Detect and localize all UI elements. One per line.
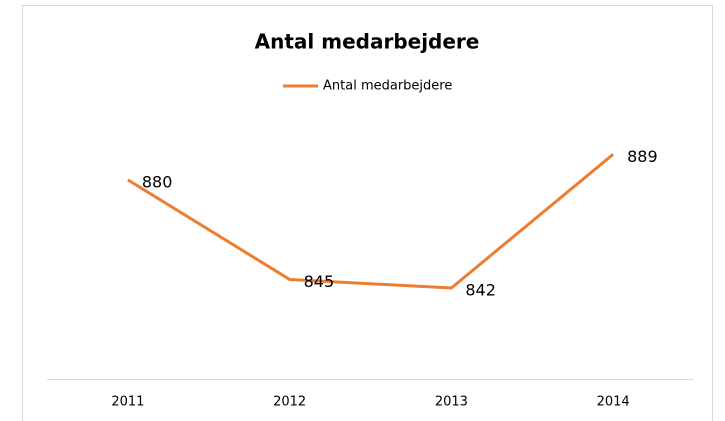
data-label: 842 [465,280,496,299]
line [127,153,615,290]
x-tick-label: 2012 [273,395,306,410]
legend-label: Antal medarbejdere [323,79,452,94]
x-tick-label: 2014 [597,395,630,410]
chart-frame [22,5,713,421]
x-tick-label: 2013 [435,395,468,410]
data-label: 880 [142,172,173,191]
data-label: 845 [304,272,335,291]
x-tick-label: 2011 [111,395,144,410]
data-label: 889 [627,147,658,166]
chart-title: Antal medarbejdere [255,30,480,54]
